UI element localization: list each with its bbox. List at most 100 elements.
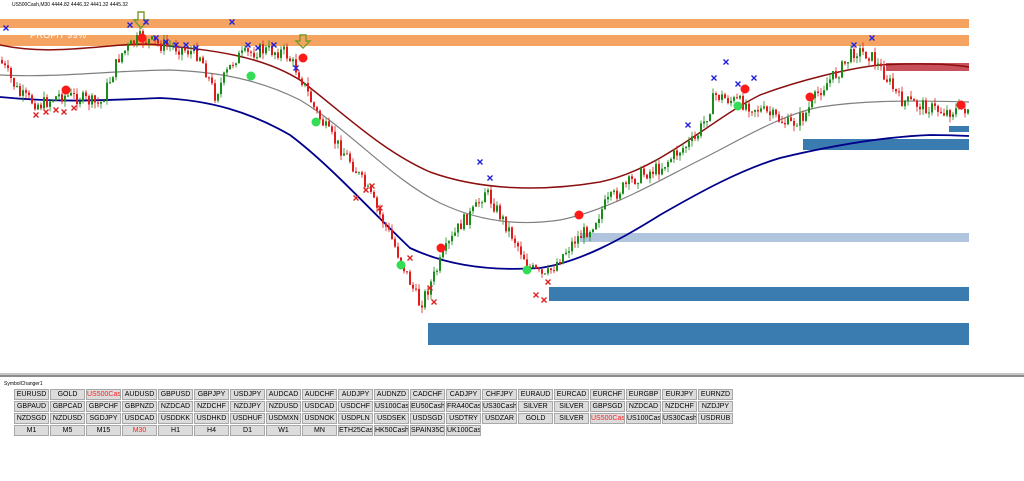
sell-signal-dot [61,85,71,95]
symbol-button-eurgbp[interactable]: EURGBP [626,389,661,400]
sell-signal-dot [574,210,584,220]
symbol-button-us30cash[interactable]: US30Cash [482,401,517,412]
symbol-button-nzdjpy[interactable]: NZDJPY [698,401,733,412]
symbol-button-nzdchf[interactable]: NZDCHF [662,401,697,412]
symbol-button-usdnok[interactable]: USDNOK [302,413,337,424]
symbol-button-usdhkd[interactable]: USDHKD [194,413,229,424]
symbol-button-usdcad[interactable]: USDCAD [302,401,337,412]
symbol-button-us100cash[interactable]: US100Cash [374,401,409,412]
symbol-button-eurcad[interactable]: EURCAD [554,389,589,400]
symbol-button-eurchf[interactable]: EURCHF [590,389,625,400]
symbol-button-audchf[interactable]: AUDCHF [302,389,337,400]
middle-band-line [0,69,970,224]
symbol-button-usdrub[interactable]: USDRUB [698,413,733,424]
orange-zone-2 [0,35,969,46]
symbol-button-spain35cash[interactable]: SPAIN35Cash [410,425,445,436]
symbol-button-eurnzd[interactable]: EURNZD [698,389,733,400]
symbol-button-usdpln[interactable]: USDPLN [338,413,373,424]
sell-signal-dot [298,53,308,63]
symbol-button-usdcad[interactable]: USDCAD [122,413,157,424]
sell-signal-dot [137,33,147,43]
timeframe-button-h1[interactable]: H1 [158,425,193,436]
button-row: M1M5M15M30H1H4D1W1MNETH25CashHK50CashSPA… [14,425,734,436]
symbol-button-gbpsgd[interactable]: GBPSGD [590,401,625,412]
timeframe-button-m15[interactable]: M15 [86,425,121,436]
timeframe-button-m5[interactable]: M5 [50,425,85,436]
symbol-button-eth25cash[interactable]: ETH25Cash [338,425,373,436]
symbol-button-nzdjpy[interactable]: NZDJPY [230,401,265,412]
symbol-button-usdsek[interactable]: USDSEK [374,413,409,424]
symbol-button-silver[interactable]: SILVER [518,401,553,412]
symbol-button-audcad[interactable]: AUDCAD [266,389,301,400]
signal-markers [61,11,966,275]
symbol-button-eurjpy[interactable]: EURJPY [662,389,697,400]
symbol-button-nzdcad[interactable]: NZDCAD [626,401,661,412]
symbol-button-usdtry[interactable]: USDTRY [446,413,481,424]
buy-signal-dot [311,117,321,127]
symbol-button-silver[interactable]: SILVER [554,401,589,412]
symbol-button-us500cash[interactable]: US500Cash [590,413,625,424]
red-zone [886,63,969,71]
symbol-button-cadchf[interactable]: CADCHF [410,389,445,400]
buy-signal-dot [733,101,743,111]
symbol-button-gold[interactable]: GOLD [518,413,553,424]
orange-zone-1 [0,19,969,28]
symbol-button-cadjpy[interactable]: CADJPY [446,389,481,400]
down-arrow-icon [294,34,312,49]
timeframe-button-m30[interactable]: M30 [122,425,157,436]
symbol-quote-header: US500Cash,M30 4444.82 4446.32 4441.32 44… [12,2,128,8]
symbol-button-gbpnzd[interactable]: GBPNZD [122,401,157,412]
price-chart[interactable]: US500Cash,M30 4444.82 4446.32 4441.32 44… [0,0,1024,375]
symbol-button-euraud[interactable]: EURAUD [518,389,553,400]
button-row: GBPAUD GBPCAD GBPCHF GBPNZD NZDCAD NZDCHF NZDJ… [14,401,734,412]
symbol-button-nzdcad[interactable]: NZDCAD [158,401,193,412]
symbol-button-gbpjpy[interactable]: GBPJPY [194,389,229,400]
sell-signal-dot [805,92,815,102]
symbol-button-usdmxn[interactable]: USDMXN [266,413,301,424]
symbol-button-gbpchf[interactable]: GBPCHF [86,401,121,412]
symbol-button-chfjpy[interactable]: CHFJPY [482,389,517,400]
symbol-button-fra40cash[interactable]: FRA40Cash [446,401,481,412]
symbol-button-nzdchf[interactable]: NZDCHF [194,401,229,412]
symbol-button-audusd[interactable]: AUDUSD [122,389,157,400]
sell-signal-dot [956,100,966,110]
symbol-button-gbpaud[interactable]: GBPAUD [14,401,49,412]
symbol-button-us30cash[interactable]: US30Cash [662,413,697,424]
symbol-button-nzdusd[interactable]: NZDUSD [50,413,85,424]
symbol-button-usdjpy[interactable]: USDJPY [230,389,265,400]
symbol-button-gold[interactable]: GOLD [50,389,85,400]
timeframe-button-d1[interactable]: D1 [230,425,265,436]
symbol-button-usdzar[interactable]: USDZAR [482,413,517,424]
symbol-button-audjpy[interactable]: AUDJPY [338,389,373,400]
symbol-button-sgdjpy[interactable]: SGDJPY [86,413,121,424]
symbol-button-eurusd[interactable]: EURUSD [14,389,49,400]
symbol-button-nzdsgd[interactable]: NZDSGD [14,413,49,424]
blue-zone-3 [428,323,969,345]
symbol-button-usddkk[interactable]: USDDKK [158,413,193,424]
sell-signal-dot [740,84,750,94]
buy-signal-dot [522,265,532,275]
blue-zone-1 [803,139,969,150]
symbol-button-us500cash[interactable]: US500Cash [86,389,121,400]
symbol-button-eu50cash[interactable]: EU50Cash [410,401,445,412]
chart-canvas[interactable] [0,0,1024,375]
cross-markers [3,19,875,305]
symbol-button-us100cash[interactable]: US100Cash [626,413,661,424]
lightblue-zone [580,233,969,242]
symbol-button-audnzd[interactable]: AUDNZD [374,389,409,400]
symbol-button-nzdusd[interactable]: NZDUSD [266,401,301,412]
symbol-button-uk100cash[interactable]: UK100Cash [446,425,481,436]
timeframe-button-w1[interactable]: W1 [266,425,301,436]
symbol-button-gbpusd[interactable]: GBPUSD [158,389,193,400]
symbol-button-hk50cash[interactable]: HK50Cash [374,425,409,436]
timeframe-button-m1[interactable]: M1 [14,425,49,436]
symbol-button-gbpcad[interactable]: GBPCAD [50,401,85,412]
symbol-button-usdchf[interactable]: USDCHF [338,401,373,412]
symbol-button-silver[interactable]: SILVER [554,413,589,424]
symbol-button-usdsgd[interactable]: USDSGD [410,413,445,424]
timeframe-button-h4[interactable]: H4 [194,425,229,436]
symbol-button-grid: EURUSD GOLD US500Cash AUDUSD GBPUSD GBPJPY USD… [14,389,734,437]
sell-signal-dot [436,243,446,253]
timeframe-button-mn[interactable]: MN [302,425,337,436]
symbol-button-usdhuf[interactable]: USDHUF [230,413,265,424]
